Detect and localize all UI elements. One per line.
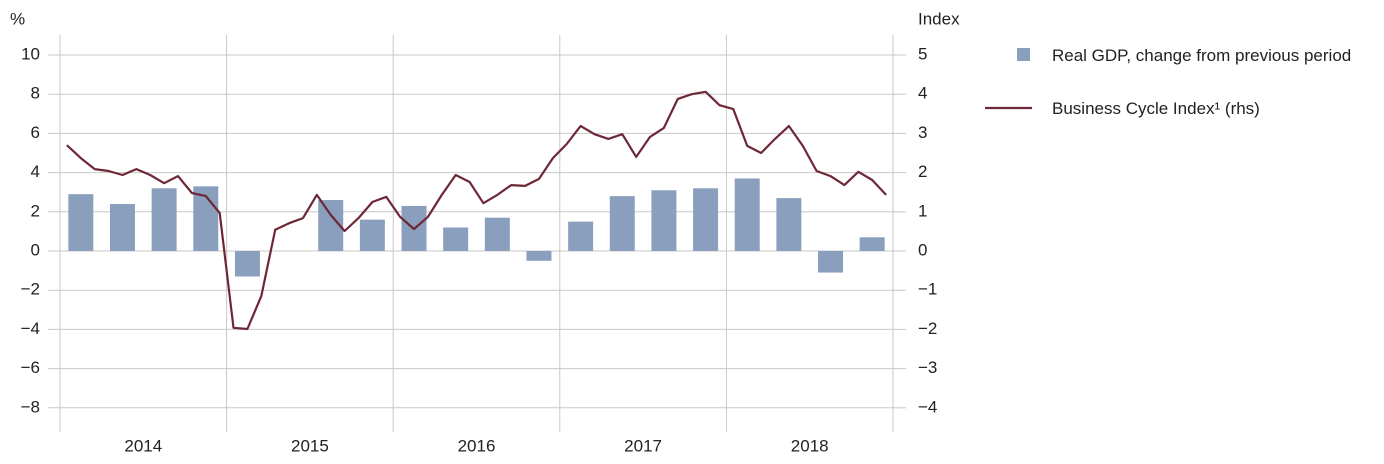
- y2-tick-label: 4: [918, 84, 927, 103]
- y2-tick-label: −2: [918, 319, 937, 338]
- line: [66, 90, 887, 331]
- legend-entry: Business Cycle Index¹ (rhs): [1052, 99, 1260, 118]
- y-tick-label: 6: [31, 123, 40, 142]
- y-tick-label: 8: [31, 84, 40, 103]
- bar: [151, 188, 177, 251]
- bar: [68, 194, 94, 251]
- bar: [693, 188, 719, 251]
- y2-tick-label: 5: [918, 44, 927, 63]
- y2-tick-label: −1: [918, 280, 937, 299]
- bar: [484, 217, 510, 251]
- x-tick-label: 2018: [791, 436, 829, 455]
- bar: [734, 178, 760, 251]
- bar: [651, 190, 677, 251]
- x-tick-label: 2014: [124, 436, 162, 455]
- y2-tick-label: 1: [918, 201, 927, 220]
- bar: [818, 251, 844, 273]
- y-tick-label: −4: [21, 319, 40, 338]
- bar: [776, 198, 802, 251]
- y-tick-label: 10: [21, 44, 40, 63]
- x-tick-label: 2015: [291, 436, 329, 455]
- x-tick-label: 2016: [458, 436, 496, 455]
- y-tick-label: 2: [31, 201, 40, 220]
- bar: [109, 203, 135, 251]
- y-tick-label: 0: [31, 240, 40, 259]
- bar: [443, 227, 469, 251]
- legend-entry: Real GDP, change from previous period: [1052, 46, 1352, 65]
- y-axis-label: %: [10, 9, 25, 28]
- bar: [359, 219, 385, 251]
- bar: [609, 196, 635, 251]
- y2-tick-label: −3: [918, 358, 937, 377]
- y-tick-label: −8: [21, 397, 40, 416]
- y2-tick-label: 0: [918, 240, 927, 259]
- y-tick-label: −2: [21, 280, 40, 299]
- y-tick-label: 4: [31, 162, 40, 181]
- bar: [234, 251, 260, 277]
- y2-axis-label: Index: [918, 9, 960, 28]
- bar: [526, 251, 552, 261]
- y2-tick-label: 3: [918, 123, 927, 142]
- y-tick-label: −6: [21, 358, 40, 377]
- x-tick-label: 2017: [624, 436, 662, 455]
- legend-swatch: [1017, 48, 1030, 61]
- bar: [568, 221, 594, 251]
- y2-tick-label: 2: [918, 162, 927, 181]
- y2-tick-label: −4: [918, 397, 937, 416]
- bar: [859, 237, 885, 251]
